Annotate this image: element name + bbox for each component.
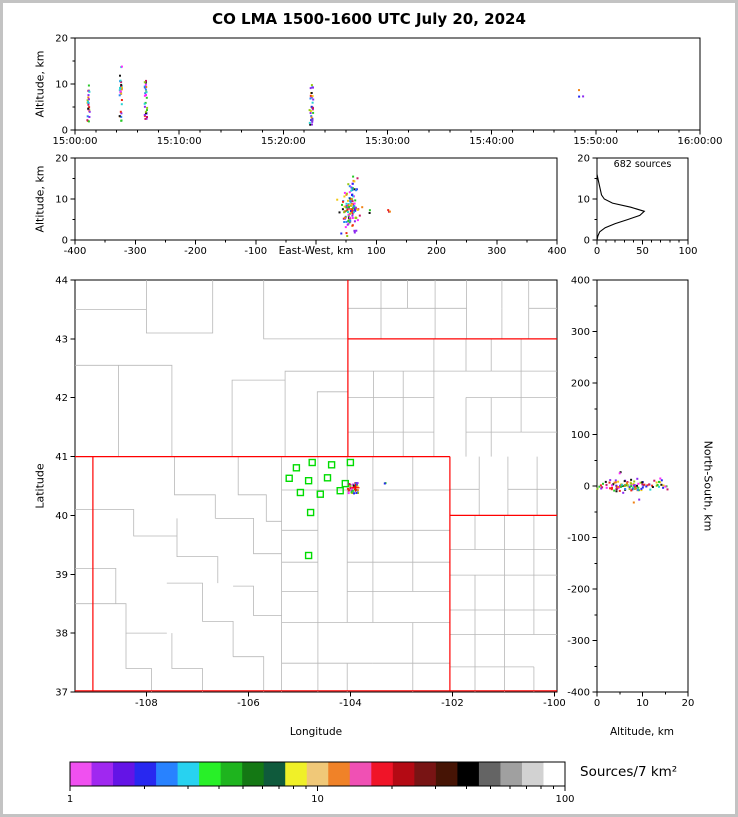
svg-text:0: 0	[62, 126, 68, 137]
svg-text:-104: -104	[339, 698, 362, 709]
svg-text:38: 38	[55, 629, 68, 640]
colorbar: 1 10 100	[67, 761, 575, 805]
svg-text:44: 44	[55, 276, 68, 287]
svg-text:16:00:00: 16:00:00	[678, 136, 723, 147]
svg-text:-200: -200	[567, 585, 590, 596]
figure-title: CO LMA 1500-1600 UTC July 20, 2024	[212, 10, 526, 28]
histogram-annotation: 682 sources	[613, 159, 672, 170]
svg-text:400: 400	[547, 246, 566, 257]
svg-text:-300: -300	[124, 246, 147, 257]
svg-text:0: 0	[62, 236, 68, 247]
svg-text:42: 42	[55, 393, 68, 404]
svg-text:-400: -400	[64, 246, 87, 257]
svg-text:10: 10	[636, 698, 649, 709]
map-ylabel: Latitude	[33, 463, 47, 509]
svg-text:-108: -108	[135, 698, 158, 709]
svg-text:-100: -100	[543, 698, 566, 709]
svg-text:0: 0	[584, 482, 590, 493]
svg-text:15:50:00: 15:50:00	[573, 136, 618, 147]
svg-text:-200: -200	[184, 246, 207, 257]
state-borders	[75, 280, 557, 692]
svg-text:20: 20	[55, 154, 68, 165]
svg-text:15:30:00: 15:30:00	[365, 136, 410, 147]
svg-text:43: 43	[55, 334, 68, 345]
ew-panel-xlabel: East-West, km	[278, 245, 354, 257]
svg-text:40: 40	[55, 511, 68, 522]
svg-text:200: 200	[427, 246, 446, 257]
svg-text:0: 0	[594, 246, 600, 257]
svg-text:10: 10	[577, 195, 590, 206]
svg-text:10: 10	[55, 80, 68, 91]
colorbar-label: Sources/7 km²	[580, 764, 678, 780]
svg-text:15:00:00: 15:00:00	[53, 136, 98, 147]
svg-text:-100: -100	[567, 533, 590, 544]
svg-text:400: 400	[571, 276, 590, 287]
svg-text:100: 100	[678, 246, 697, 257]
time-altitude-panel: 15:00:00 15:10:00 15:20:00 15:30:00 15:40:00…	[53, 34, 723, 148]
altitude-histogram-panel: 0 50 100 0 10 20	[577, 154, 697, 258]
svg-text:300: 300	[487, 246, 506, 257]
northsouth-altitude-panel: 0 10 20 -400 -300 -200 -100 0 100 200 300 400	[567, 276, 694, 710]
ew-panel-ylabel: Altitude, km	[33, 165, 47, 233]
svg-text:-300: -300	[567, 636, 590, 647]
time-panel-ylabel: Altitude, km	[33, 50, 47, 118]
svg-text:200: 200	[571, 379, 590, 390]
svg-text:39: 39	[55, 570, 68, 581]
svg-text:100: 100	[367, 246, 386, 257]
svg-text:0: 0	[594, 698, 600, 709]
svg-text:-106: -106	[237, 698, 260, 709]
svg-text:20: 20	[577, 154, 590, 165]
svg-text:15:10:00: 15:10:00	[157, 136, 202, 147]
ns-panel-xlabel: Altitude, km	[609, 726, 675, 738]
svg-text:-100: -100	[244, 246, 267, 257]
svg-text:41: 41	[55, 452, 68, 463]
svg-text:300: 300	[571, 327, 590, 338]
svg-text:15:20:00: 15:20:00	[261, 136, 306, 147]
svg-text:20: 20	[55, 34, 68, 45]
svg-text:0: 0	[584, 236, 590, 247]
svg-text:50: 50	[636, 246, 649, 257]
svg-text:100: 100	[571, 430, 590, 441]
ns-panel-ylabel: North-South, km	[701, 440, 715, 532]
svg-text:20: 20	[682, 698, 695, 709]
map-panel: -108 -106 -104 -102 -100 37 38 39 40 41 42 43 44	[55, 276, 566, 710]
county-borders	[75, 280, 557, 692]
svg-text:1: 1	[67, 794, 73, 805]
svg-text:10: 10	[55, 195, 68, 206]
eastwest-altitude-panel: -400 -300 -200 -100 100 200 300 400 0 10 20	[55, 154, 566, 258]
lightning-sources	[347, 482, 387, 495]
svg-text:37: 37	[55, 688, 68, 699]
svg-text:-102: -102	[441, 698, 464, 709]
svg-text:10: 10	[311, 794, 324, 805]
station-markers	[285, 458, 355, 560]
svg-text:100: 100	[555, 794, 574, 805]
svg-text:15:40:00: 15:40:00	[469, 136, 514, 147]
map-xlabel: Longitude	[289, 726, 343, 738]
svg-text:-400: -400	[567, 688, 590, 699]
